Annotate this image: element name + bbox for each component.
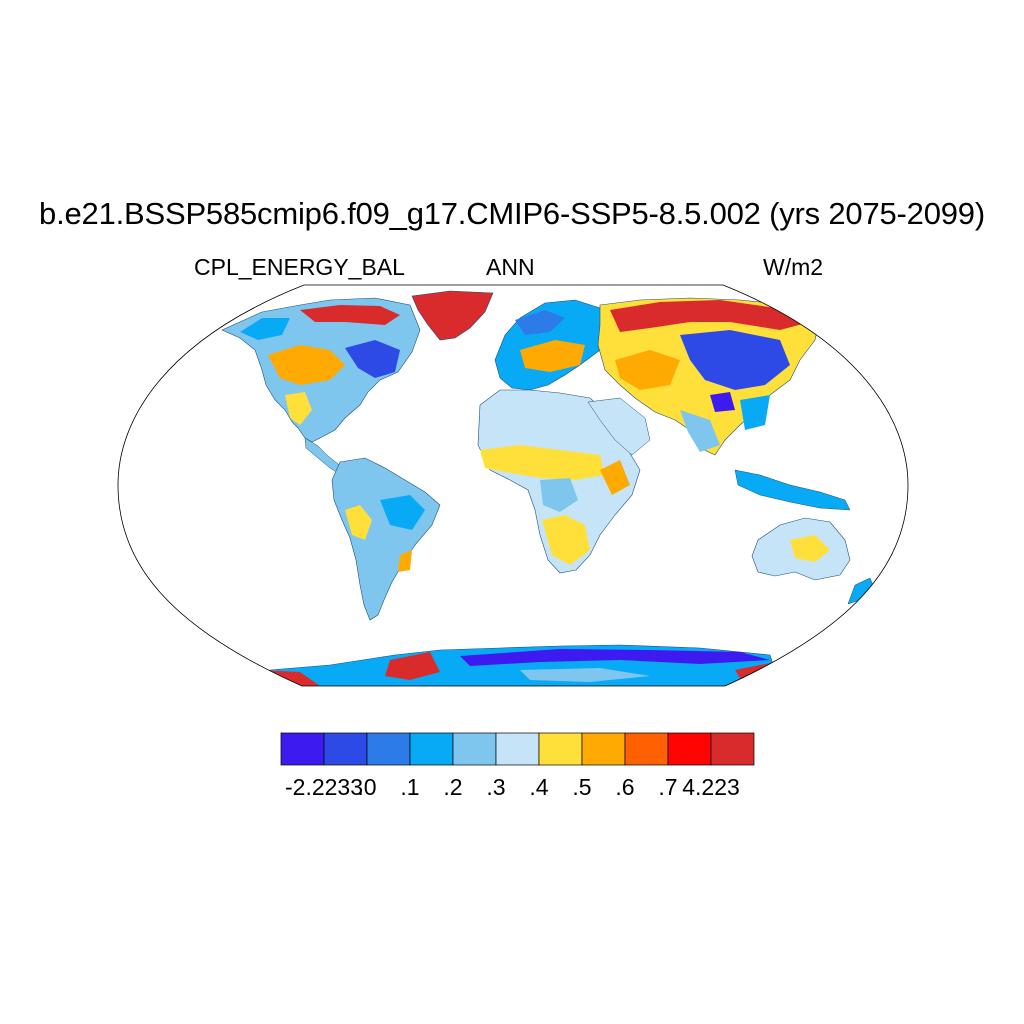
colorbar-box — [323, 732, 368, 766]
colorbar-tick-label: .7 — [658, 774, 678, 800]
colorbar-tick-label: .3 — [486, 774, 506, 800]
colorbar-box — [452, 732, 497, 766]
colorbar-box — [280, 732, 325, 766]
colorbar-tick-label: .6 — [615, 774, 635, 800]
colorbar-box — [667, 732, 712, 766]
colorbar-tick-label: .5 — [572, 774, 592, 800]
colorbar-box — [538, 732, 583, 766]
variable-label: CPL_ENERGY_BAL — [194, 254, 405, 280]
greenland — [411, 290, 494, 341]
colorbar-tick-label: .0 — [357, 774, 377, 800]
colorbar-tick-label: 4.223 — [682, 774, 740, 800]
colorbar-box — [366, 732, 411, 766]
colorbar-box — [710, 732, 755, 766]
colorbar-box — [581, 732, 626, 766]
plot-title: b.e21.BSSP585cmip6.f09_g17.CMIP6-SSP5-8.… — [39, 196, 985, 231]
units-label: W/m2 — [763, 254, 824, 280]
colorbar-tick-label: .4 — [529, 774, 549, 800]
colorbar-box — [624, 732, 669, 766]
colorbar-box — [495, 732, 540, 766]
land-areas — [221, 290, 876, 686]
colorbar-tick-label: -2.2233 — [284, 774, 364, 800]
colorbar — [280, 732, 755, 766]
colorbar-tick-label: .2 — [443, 774, 463, 800]
season-label: ANN — [486, 254, 535, 280]
colorbar-tick-label: .1 — [400, 774, 420, 800]
south-america — [331, 457, 441, 621]
map-boundary — [117, 284, 909, 687]
colorbar-box — [409, 732, 454, 766]
